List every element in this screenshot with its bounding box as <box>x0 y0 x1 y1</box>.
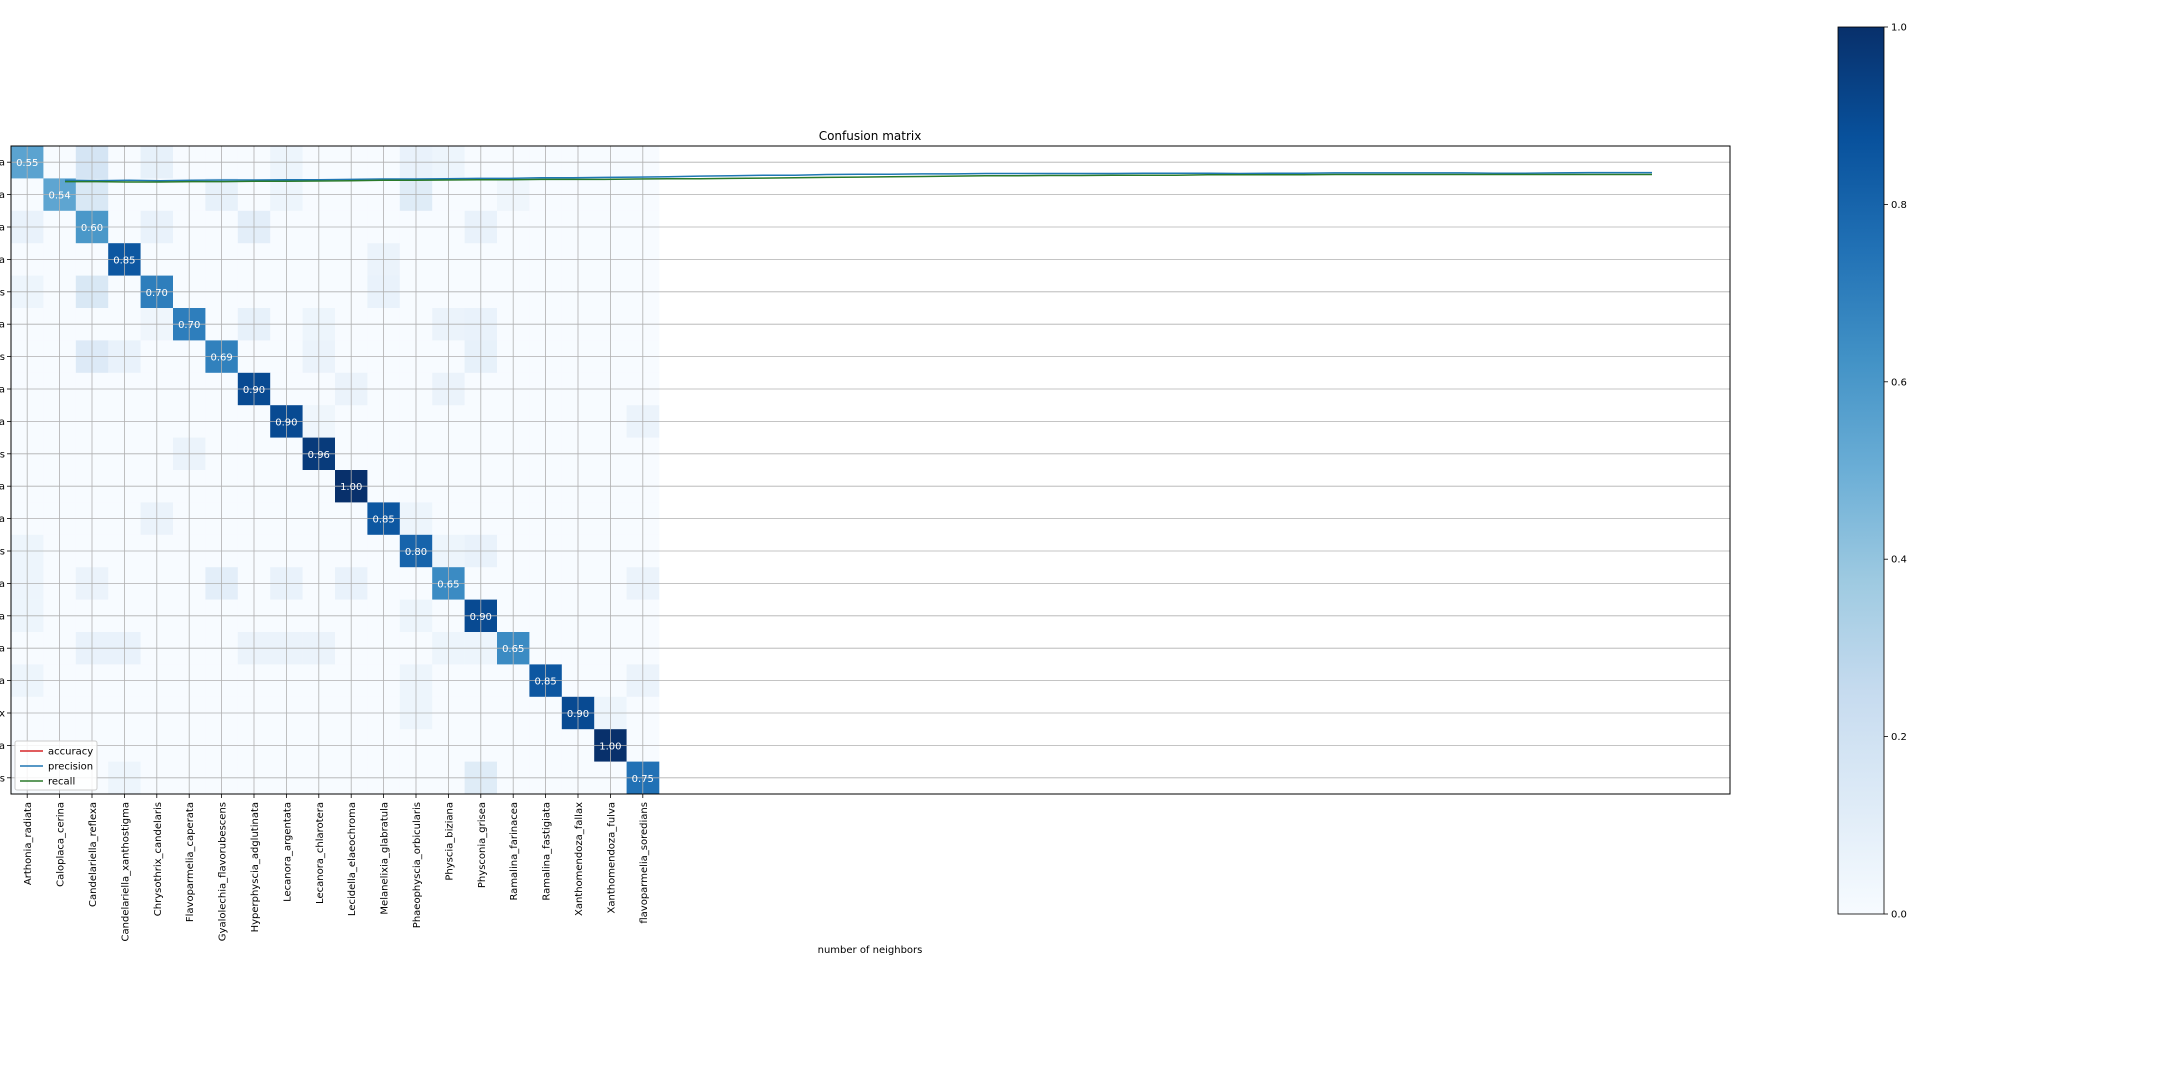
x-tick-label: Candelariella_reflexa <box>88 802 99 907</box>
x-tick-label: Arthonia_radiata <box>23 802 34 885</box>
x-tick-label: Lecidella_elaeochroma <box>347 802 358 916</box>
y-tick-labels: a a a a s a s a a s a a s a a a a x a s <box>0 158 11 784</box>
x-tick-label: Flavoparmelia_caperata <box>185 802 196 922</box>
x-tick-label: Phaeophyscia_orbicularis <box>412 802 423 928</box>
legend-label-precision: precision <box>48 762 93 773</box>
cell-value-label: 0.65 <box>502 644 524 655</box>
x-tick-label: Caloplaca_cerina <box>56 802 67 887</box>
x-tick-label: Gyalolechia_flavorubescens <box>218 802 229 941</box>
cell-value-label: 0.60 <box>81 223 103 234</box>
x-tick-label: Physconia_grisea <box>477 802 488 888</box>
x-tick-label: Melanelixia_glabratula <box>380 802 391 915</box>
plot-frame <box>10 145 1731 795</box>
colorbar-tick-label: 0.6 <box>1891 377 1907 388</box>
x-tick-label: flavoparmelia_soredians <box>639 802 650 924</box>
cell-value-label: 0.75 <box>632 774 654 785</box>
x-tick-label: Lecanora_chlarotera <box>315 802 326 904</box>
cell-value-label: 0.90 <box>243 385 265 396</box>
cell-value-label: 1.00 <box>599 741 621 752</box>
series-line-precision <box>64 171 1652 182</box>
cell-value-labels: 0.55 0.54 0.60 0.85 0.70 0.70 0.69 0.90 0.90 0.96… <box>16 158 654 785</box>
cell-value-label: 0.69 <box>210 353 232 364</box>
colorbar-tick-label: 1.0 <box>1891 23 1907 34</box>
y-tick-label: a <box>0 190 5 201</box>
x-tick-label: Hyperphyscia_adglutinata <box>250 802 261 932</box>
y-tick-label: s <box>0 287 5 298</box>
x-tick-label: Ramalina_farinacea <box>509 802 520 901</box>
colorbar-tick-label: 0.0 <box>1891 910 1907 921</box>
y-tick-label: a <box>0 741 5 752</box>
x-tick-label: Xanthomendoza_fulva <box>606 802 617 913</box>
x-tick-labels: Arthonia_radiata Caloplaca_cerina Candelar… <box>23 794 650 941</box>
y-tick-label: a <box>0 644 5 655</box>
y-tick-label: a <box>0 417 5 428</box>
y-tick-label: s <box>0 449 5 460</box>
y-tick-label: a <box>0 385 5 396</box>
y-tick-label: a <box>0 482 5 493</box>
cell-value-label: 0.85 <box>534 677 556 688</box>
legend-label-accuracy: accuracy <box>48 747 93 758</box>
y-tick-label: a <box>0 514 5 525</box>
colorbar-tick-label: 0.4 <box>1891 555 1907 566</box>
cell-value-label: 0.96 <box>308 450 330 461</box>
cell-value-label: 1.00 <box>340 482 362 493</box>
x-tick-label: Ramalina_fastigiata <box>542 802 553 901</box>
cell-value-label: 0.80 <box>405 547 427 558</box>
y-tick-label: a <box>0 223 5 234</box>
cell-value-label: 0.70 <box>178 320 200 331</box>
chart-title: Confusion matrix <box>819 129 922 143</box>
y-tick-label: a <box>0 158 5 169</box>
metric-lines <box>64 171 1652 183</box>
y-tick-label: a <box>0 320 5 331</box>
y-tick-label: s <box>0 773 5 784</box>
cell-value-label: 0.90 <box>567 709 589 720</box>
y-tick-label: a <box>0 579 5 590</box>
cell-value-label: 0.54 <box>48 191 70 202</box>
y-tick-label: a <box>0 255 5 266</box>
heatmap-cells <box>11 146 660 795</box>
x-tick-label: Lecanora_argentata <box>282 802 293 902</box>
cell-value-label: 0.55 <box>16 158 38 169</box>
legend-box <box>14 740 98 791</box>
x-axis-label: number of neighbors <box>818 945 923 956</box>
cell-value-label: 0.90 <box>470 612 492 623</box>
series-line-recall <box>65 173 1652 183</box>
colorbar-tick-label: 0.8 <box>1891 200 1907 211</box>
cell-value-label: 0.85 <box>372 515 394 526</box>
y-tick-label: s <box>0 547 5 558</box>
colorbar-tick-label: 0.2 <box>1891 732 1907 743</box>
x-tick-label: Physcia_biziana <box>444 802 455 881</box>
cell-value-label: 0.70 <box>146 288 168 299</box>
x-tick-label: Xanthomendoza_fallax <box>574 802 585 916</box>
colorbar-ticks: 0.0 0.2 0.4 0.6 0.8 1.0 <box>1884 23 1907 921</box>
colorbar <box>1837 26 1885 915</box>
legend-label-recall: recall <box>48 777 75 788</box>
cell-value-label: 0.65 <box>437 579 459 590</box>
cell-value-label: 0.85 <box>113 255 135 266</box>
cell-value-label: 0.90 <box>275 417 297 428</box>
x-tick-label: Candelariella_xanthostigma <box>120 802 131 941</box>
grid-lines <box>11 146 1730 794</box>
x-tick-label: Chrysothrix_candelaris <box>153 802 164 916</box>
y-tick-label: a <box>0 611 5 622</box>
legend: accuracy precision recall <box>14 740 98 791</box>
y-tick-label: x <box>0 709 5 720</box>
y-tick-label: a <box>0 676 5 687</box>
y-tick-label: s <box>0 352 5 363</box>
